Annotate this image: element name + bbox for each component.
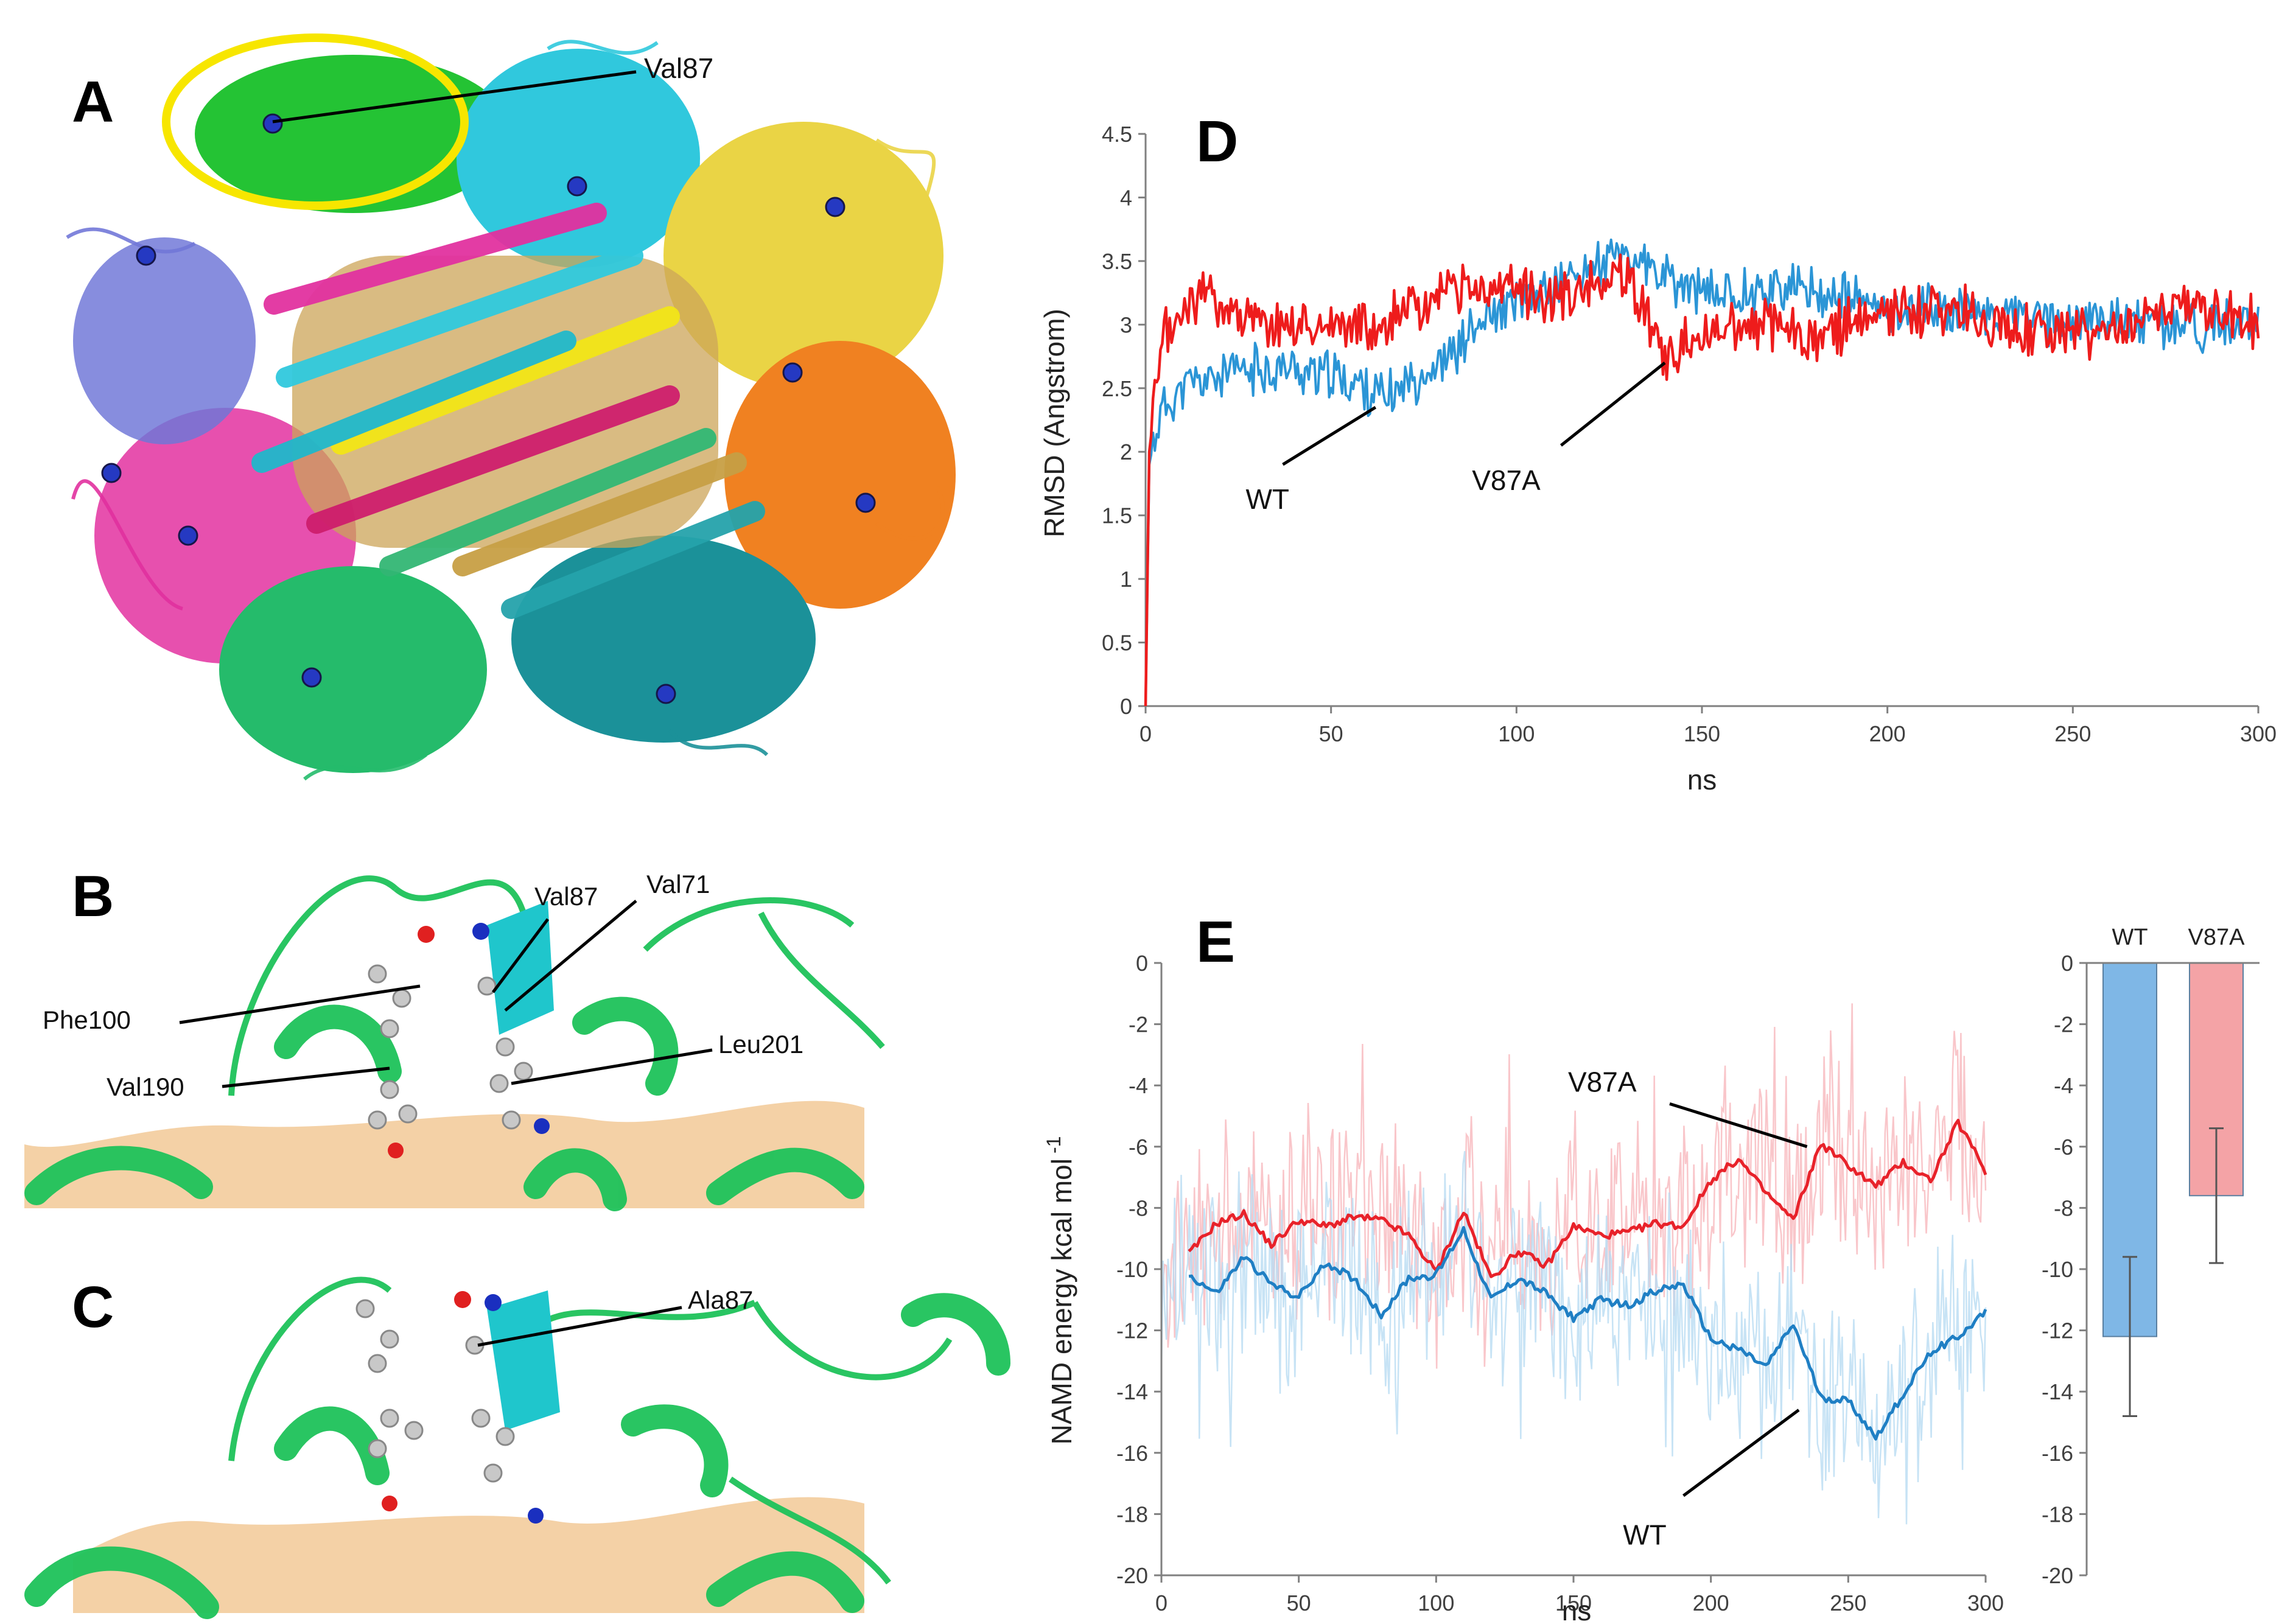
residue-label-val87-b: Val87 bbox=[534, 882, 598, 911]
chart-e-wt-label: WT bbox=[1623, 1519, 1667, 1551]
chart-e-bar-ytick-label: 0 bbox=[2061, 951, 2073, 976]
residue-label-ala87: Ala87 bbox=[688, 1286, 753, 1314]
chart-e-bar-category-label: WT bbox=[2112, 925, 2148, 950]
chart-d-annotations: WT V87A bbox=[1246, 362, 1666, 515]
panel-label-d: D bbox=[1196, 109, 1238, 174]
chart-e-ytick-label: 0 bbox=[1136, 951, 1148, 976]
panel-c-structure: C Ala87 bbox=[24, 1275, 1010, 1619]
panel-a-structure: Val87 A bbox=[66, 33, 956, 781]
chart-e-bar-ytick-label: -6 bbox=[2054, 1135, 2073, 1160]
highlight-ellipse bbox=[162, 33, 469, 210]
chart-e-bar-ytick-label: -4 bbox=[2054, 1073, 2073, 1098]
chart-e-ytick-label: -16 bbox=[1116, 1441, 1148, 1466]
chart-e-ytick-label: -6 bbox=[1129, 1135, 1148, 1160]
residue-label-phe100: Phe100 bbox=[43, 1006, 131, 1034]
chart-d-ytick-label: 4 bbox=[1120, 185, 1132, 210]
chart-e-ytick-label: -18 bbox=[1116, 1502, 1148, 1527]
chart-d-xtick-label: 50 bbox=[1319, 721, 1343, 746]
chart-e-xtick-label: 200 bbox=[1693, 1591, 1729, 1615]
chart-d-xtick-label: 250 bbox=[2054, 721, 2091, 746]
val87-annotation: Val87 bbox=[644, 52, 713, 84]
chart-d-ytick-label: 2.5 bbox=[1102, 376, 1132, 401]
chart-d-xtick-label: 200 bbox=[1869, 721, 1906, 746]
chart-e-ytick-label: -12 bbox=[1116, 1318, 1148, 1343]
chart-e-xtick-label: 250 bbox=[1830, 1591, 1866, 1615]
chart-e-bar-ytick-label: -12 bbox=[2042, 1318, 2073, 1343]
panel-d-chart: D 0 0.5 1 1.5 2 2.5 3 3.5 4 4.5 0 50 100 150 200 250 300… bbox=[1038, 109, 2277, 796]
chart-d-ytick-label: 0 bbox=[1120, 694, 1132, 719]
chart-e-xtick-label: 50 bbox=[1287, 1591, 1311, 1615]
panel-b-structure: B Val87 Val71 Phe100 Leu201 Val190 bbox=[24, 864, 885, 1211]
chart-e-bar-ytick-label: -8 bbox=[2054, 1195, 2073, 1220]
chart-d-ylabel: RMSD (Angstrom) bbox=[1038, 309, 1070, 537]
panel-label-b: B bbox=[72, 864, 114, 929]
chart-e-ylabel-group: NAMD energy kcal mol -1 bbox=[1043, 1136, 1077, 1445]
chart-e-bar-category-label: V87A bbox=[2188, 925, 2246, 950]
chart-d-v87a-label: V87A bbox=[1472, 464, 1541, 496]
chart-e-bar-ytick-label: -18 bbox=[2042, 1502, 2073, 1527]
chart-e-series-v87a bbox=[1188, 1119, 1987, 1278]
panel-b-pointers bbox=[179, 900, 713, 1088]
chart-e-v87a-label: V87A bbox=[1568, 1066, 1637, 1097]
chart-d-ytick-label: 3 bbox=[1120, 312, 1132, 337]
chart-e-ytick-label: -10 bbox=[1116, 1257, 1148, 1282]
panel-b-ribbon-illustration bbox=[24, 875, 885, 1211]
chart-d-axes: 0 0.5 1 1.5 2 2.5 3 3.5 4 4.5 0 50 100 150 200 250 300 bbox=[1102, 122, 2277, 746]
chart-e-xtick-label: 300 bbox=[1967, 1591, 2004, 1615]
chart-d-ytick-label: 4.5 bbox=[1102, 122, 1132, 147]
chart-d-ytick-label: 3.5 bbox=[1102, 249, 1132, 274]
chart-e-ylabel: NAMD energy kcal mol -1 bbox=[1043, 1136, 1077, 1445]
chart-e-raw-v87a bbox=[1160, 1003, 1987, 1369]
chart-d-ytick-label: 1.5 bbox=[1102, 503, 1132, 528]
residue-label-val71: Val71 bbox=[646, 870, 710, 898]
chart-e-ytick-label: -2 bbox=[1129, 1012, 1148, 1037]
chart-e-series-wt bbox=[1188, 1226, 1987, 1441]
chart-e-ylabel-text: NAMD energy kcal mol bbox=[1046, 1158, 1077, 1444]
chart-e-wt-pointer bbox=[1682, 1409, 1800, 1497]
chart-d-ytick-label: 2 bbox=[1120, 439, 1132, 464]
panel-c-ribbon-illustration bbox=[24, 1276, 1010, 1619]
panel-label-e: E bbox=[1196, 909, 1235, 975]
chart-e-ylabel-sup: -1 bbox=[1043, 1136, 1065, 1153]
protein-assembly-illustration bbox=[66, 40, 956, 781]
chart-e-v87a-pointer bbox=[1669, 1102, 1808, 1149]
chart-d-series-wt bbox=[1144, 238, 2260, 707]
val87-pointer-line bbox=[272, 70, 637, 124]
ala87-pointer-line bbox=[477, 1306, 682, 1347]
residue-label-val190: Val190 bbox=[107, 1073, 184, 1101]
chart-e-bar: 0 -2 -4 -6 -8 -10 -12 -14 -16 -18 -20 WT V87A bbox=[2042, 925, 2260, 1588]
chart-d-v87a-pointer bbox=[1560, 362, 1666, 447]
chart-e-ytick-label: -14 bbox=[1116, 1379, 1148, 1404]
chart-d-xtick-label: 100 bbox=[1498, 721, 1535, 746]
chart-e-bar-ytick-label: -16 bbox=[2042, 1441, 2073, 1466]
chart-e-annotations: V87A WT bbox=[1568, 1066, 1808, 1551]
chart-e-ytick-label: -20 bbox=[1116, 1563, 1148, 1588]
chart-e-bar-ytick-label: -2 bbox=[2054, 1012, 2073, 1037]
chart-e-xtick-label: 100 bbox=[1418, 1591, 1454, 1615]
chart-d-wt-label: WT bbox=[1246, 483, 1290, 515]
residue-label-leu201: Leu201 bbox=[718, 1030, 803, 1059]
chart-d-xlabel: ns bbox=[1687, 764, 1717, 796]
chart-d-xtick-label: 0 bbox=[1139, 721, 1152, 746]
chart-d-xtick-label: 300 bbox=[2240, 721, 2277, 746]
chart-d-series bbox=[1144, 238, 2260, 707]
chart-d-ytick-label: 0.5 bbox=[1102, 631, 1132, 656]
chart-d-series-v87a bbox=[1144, 253, 2260, 707]
chart-e-ytick-label: -4 bbox=[1129, 1073, 1148, 1098]
panel-label-a: A bbox=[72, 69, 114, 135]
chart-e-ytick-label: -8 bbox=[1129, 1195, 1148, 1220]
chart-e-xtick-label: 150 bbox=[1555, 1591, 1592, 1615]
chart-e-series bbox=[1188, 1119, 1987, 1441]
chart-e-xlabel: ns bbox=[1562, 1595, 1592, 1624]
chart-d-wt-pointer bbox=[1282, 405, 1377, 466]
chart-e-xtick-label: 0 bbox=[1155, 1591, 1168, 1615]
chart-d-ytick-label: 1 bbox=[1120, 567, 1132, 592]
chart-e-bar-ytick-label: -14 bbox=[2042, 1379, 2073, 1404]
panel-e-chart: E 0-2-4-6-8-10-12-14-16-18-200 50 100 150 20… bbox=[1043, 909, 2260, 1624]
chart-e-bar-ytick-label: -10 bbox=[2042, 1257, 2073, 1282]
chart-d-xtick-label: 150 bbox=[1684, 721, 1720, 746]
panel-label-c: C bbox=[72, 1275, 114, 1340]
chart-e-bar-ytick-label: -20 bbox=[2042, 1563, 2073, 1588]
chart-e-axes: 0 -2 -4 -6 -8 -10 -12 -14 -16 -18 -20 0 50 100 150 200 2… bbox=[1116, 951, 2004, 1615]
